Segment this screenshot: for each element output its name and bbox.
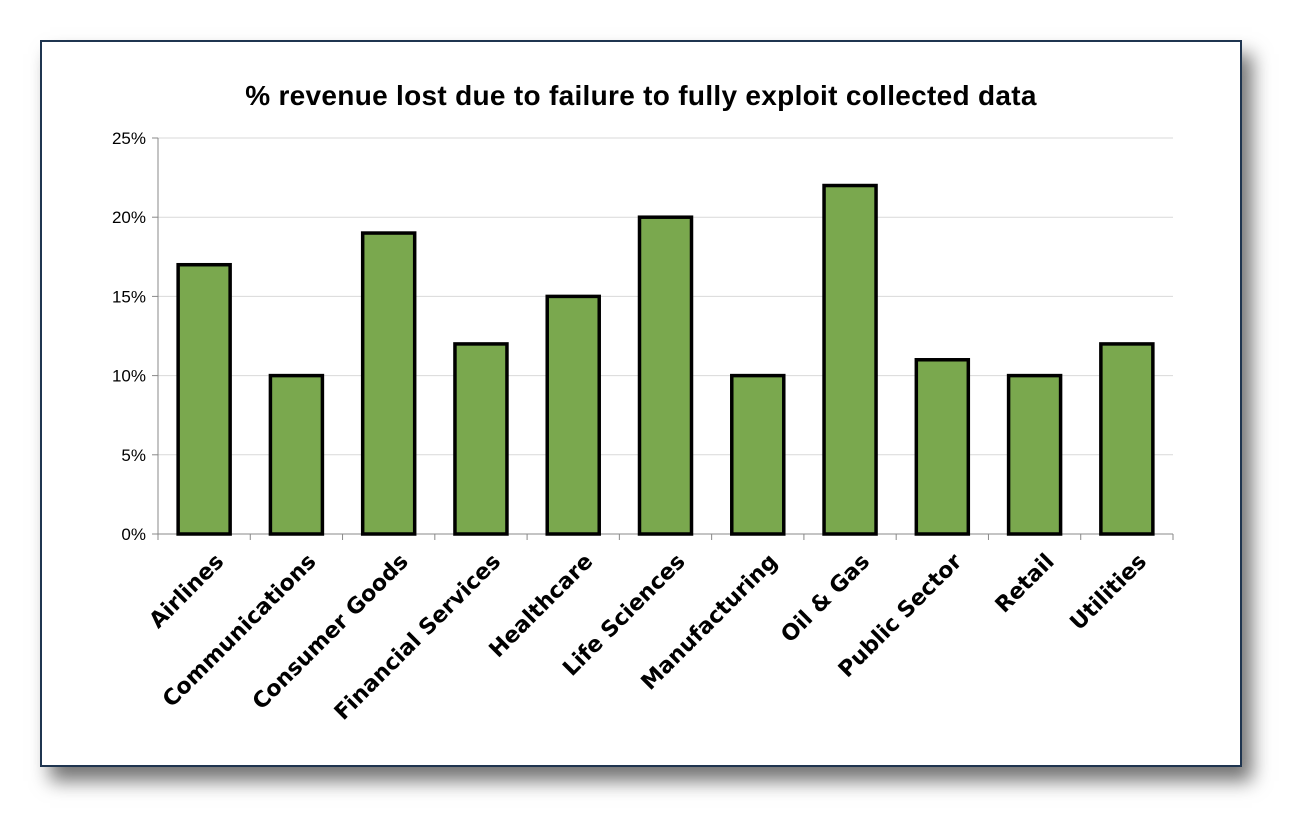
x-tick-label: Airlines <box>145 549 229 633</box>
bar <box>176 262 232 536</box>
bar <box>914 358 971 536</box>
y-tick-label: 10% <box>112 367 146 386</box>
y-tick-label: 20% <box>112 208 146 227</box>
chart-frame: % revenue lost due to failure to fully e… <box>40 40 1242 767</box>
bar <box>453 342 509 536</box>
y-tick-label: 5% <box>121 446 146 465</box>
bar <box>730 373 786 536</box>
y-tick-label: 15% <box>112 287 146 306</box>
bar <box>268 373 325 536</box>
x-tick-label: Communications <box>158 549 321 712</box>
bar <box>1099 342 1155 536</box>
x-tick-label: Utilities <box>1066 549 1152 635</box>
bar <box>1006 373 1063 536</box>
y-tick-label: 25% <box>112 129 146 148</box>
bar-chart: 0% 5% 10% 15% 20% 25% AirlinesCommunicationsCo… <box>112 129 1174 725</box>
bar <box>637 215 694 536</box>
x-tick-label: Financial Services <box>330 549 506 725</box>
chart-title: % revenue lost due to failure to fully e… <box>245 80 1037 111</box>
bar <box>360 231 417 536</box>
x-tick-label: Retail <box>991 549 1060 618</box>
bar <box>545 294 601 536</box>
y-tick-label: 0% <box>121 525 146 544</box>
x-tick-label: Oil & Gas <box>777 549 875 647</box>
bar <box>822 183 878 536</box>
x-tick-label: Consumer Goods <box>248 549 414 715</box>
